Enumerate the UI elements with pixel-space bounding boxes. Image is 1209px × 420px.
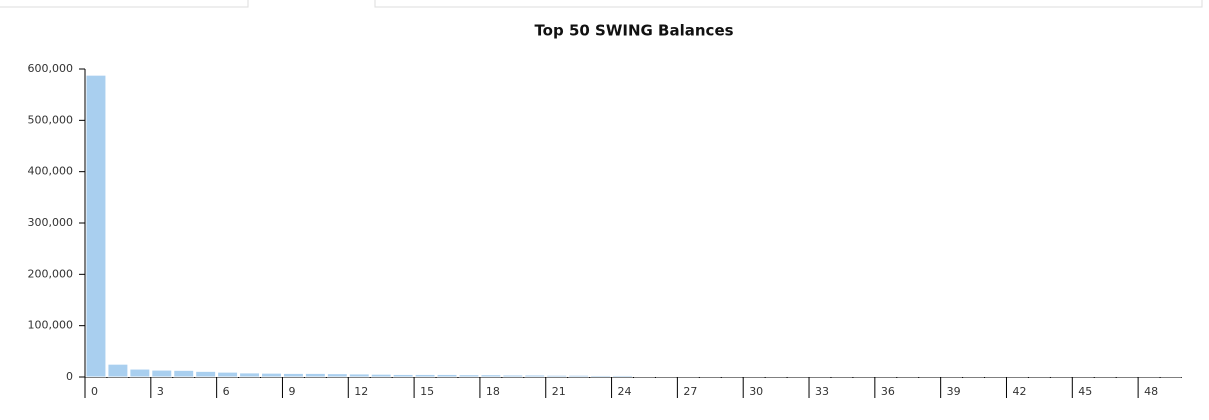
bar [787,375,809,378]
bar [963,375,985,378]
x-tick-label: 3 [157,385,164,398]
x-tick-label: 6 [223,385,230,398]
x-tick-label: 33 [815,385,829,398]
bar [875,375,897,378]
x-tick-label: 36 [881,385,895,398]
bar [85,74,107,378]
bar [436,373,458,378]
x-tick-label: 27 [683,385,697,398]
bar [743,375,765,378]
y-tick-label: 600,000 [28,62,74,75]
y-tick-label: 100,000 [28,319,74,332]
bar [195,370,217,378]
x-tick-label: 42 [1012,385,1026,398]
bar [480,374,502,378]
bar [458,374,480,378]
bar [721,375,743,378]
bar [151,369,173,378]
bar [348,373,370,378]
bar [699,375,721,378]
bar [853,375,875,378]
bar [568,374,590,378]
y-tick-label: 200,000 [28,267,74,280]
bar [129,368,151,378]
x-tick-label: 21 [552,385,566,398]
y-tick-label: 0 [66,370,73,383]
bar [392,373,414,378]
chart-title: Top 50 SWING Balances [534,22,733,40]
y-tick-label: 300,000 [28,216,74,229]
x-tick-label: 12 [354,385,368,398]
x-tick-label: 15 [420,385,434,398]
bar [1006,375,1028,378]
bar [677,375,699,378]
bar [414,373,436,378]
bar [1072,375,1094,378]
bar [326,373,348,378]
y-tick-label: 500,000 [28,113,74,126]
bar [524,374,546,378]
bar [765,375,787,378]
bar [590,374,612,378]
bar [107,363,129,378]
x-tick-label: 18 [486,385,500,398]
bar [304,372,326,378]
x-tick-label: 48 [1144,385,1158,398]
bar [1028,375,1050,378]
bar [217,371,239,378]
bar [261,372,282,378]
bar [941,375,963,378]
bar [985,375,1006,378]
bar [809,375,831,378]
bar [897,375,919,378]
x-tick-label: 9 [288,385,295,398]
bar [370,373,392,378]
tab-strip [0,0,1203,8]
bar [502,374,524,378]
bar [612,374,633,378]
x-tick-label: 45 [1078,385,1092,398]
x-tick-label: 39 [947,385,961,398]
x-tick-label: 0 [91,385,98,398]
bar [919,375,941,378]
bar [239,372,261,378]
bar [831,375,853,378]
bar [1094,375,1116,378]
y-tick-label: 400,000 [28,165,74,178]
bar [546,374,568,378]
bar [634,375,655,378]
bar [1050,375,1072,378]
x-tick-label: 30 [749,385,763,398]
bar [282,372,304,378]
x-tick-label: 24 [618,385,632,398]
bar [173,369,195,378]
bar [655,375,677,378]
